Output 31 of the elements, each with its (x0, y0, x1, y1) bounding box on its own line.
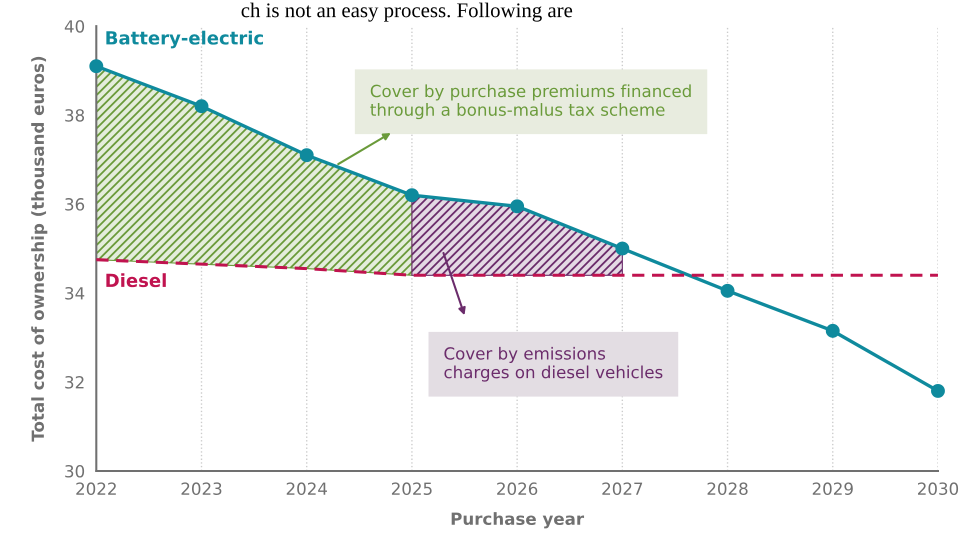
series-label: Battery-electric (106, 30, 263, 48)
x-tick-label: 2027 (602, 482, 642, 495)
x-tick-label: 2025 (392, 482, 432, 495)
text: ch is not an easy process. Following are (242, 2, 572, 22)
x-tick-label: 2026 (497, 482, 538, 495)
series-label: Diesel (106, 273, 166, 288)
point (194, 99, 208, 114)
point (720, 284, 734, 298)
x-tick-label: 2030 (918, 482, 958, 495)
y-tick-label: 34 (65, 287, 84, 300)
x-tick-label: 2028 (708, 482, 748, 495)
annotation: Cover by emissions charges on diesel vehicles (444, 346, 662, 382)
x-tick-label: 2023 (182, 482, 222, 495)
y-axis-title: Total cost of ownership (thousand euros) (31, 56, 48, 442)
point (404, 188, 419, 202)
point (931, 384, 945, 398)
x-tick-label: 2024 (286, 482, 327, 495)
point (615, 242, 630, 256)
x-tick-label: 2022 (76, 482, 116, 495)
x-axis-title: Purchase year (452, 512, 584, 528)
point (510, 199, 524, 214)
y-tick-label: 38 (65, 109, 84, 122)
point (89, 59, 104, 74)
y-tick-label: 30 (65, 464, 84, 478)
point (300, 148, 314, 162)
y-tick-label: 36 (65, 198, 84, 211)
annotation: Cover by purchase premiums financed through a bonus-malus tax scheme (370, 84, 691, 120)
y-tick-label: 32 (65, 376, 84, 389)
x-tick-label: 2029 (812, 482, 853, 495)
point (826, 324, 840, 338)
y-tick-label: 40 (64, 20, 84, 33)
